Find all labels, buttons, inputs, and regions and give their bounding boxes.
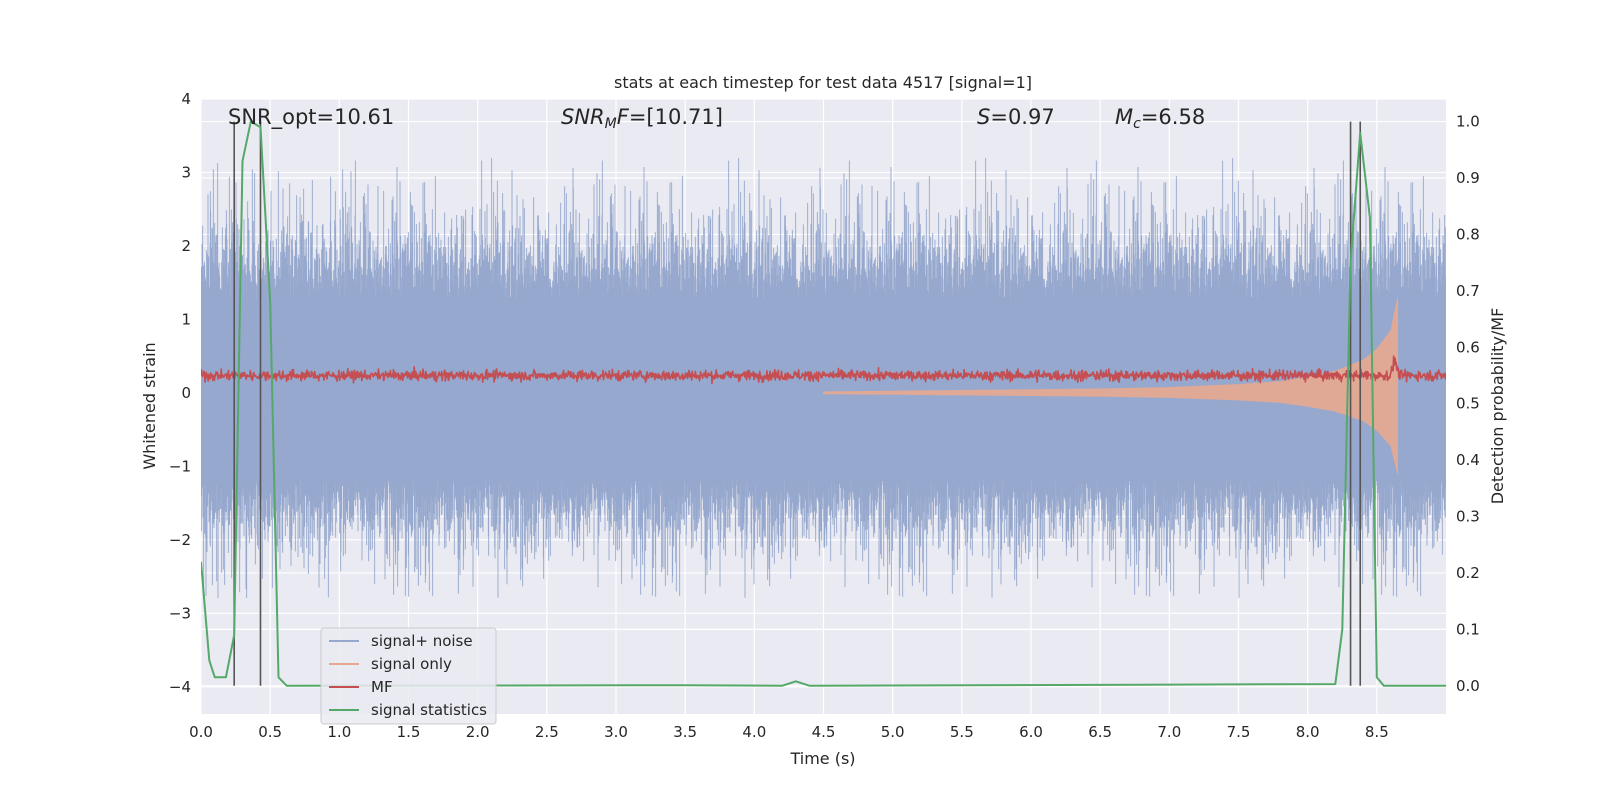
- y-tick-label: −1: [169, 457, 191, 475]
- y-right-tick-label: 0.5: [1456, 395, 1480, 413]
- y-tick-label: 2: [181, 237, 191, 255]
- y-right-tick-label: 0.7: [1456, 282, 1480, 300]
- snr-mf-annotation: SNRMF=[10.71]: [561, 105, 723, 132]
- legend-label-mf: MF: [371, 678, 393, 696]
- x-tick-label: 6.0: [1019, 723, 1043, 741]
- y-axis-right-title: Detection probability/MF: [1488, 308, 1507, 505]
- x-tick-label: 7.0: [1157, 723, 1181, 741]
- signal-only-series: [823, 297, 1399, 475]
- y-axis-title: Whitened strain: [140, 342, 159, 469]
- legend-label-noise: signal+ noise: [371, 632, 473, 650]
- x-tick-label: 8.0: [1296, 723, 1320, 741]
- snr-opt-annotation: SNR_opt=10.61: [228, 105, 394, 130]
- x-tick-label: 5.0: [881, 723, 905, 741]
- x-tick-label: 0.5: [258, 723, 282, 741]
- legend: signal+ noise signal only MF signal stat…: [320, 627, 497, 725]
- x-tick-label: 1.0: [327, 723, 351, 741]
- y-right-tick-label: 0.3: [1456, 508, 1480, 526]
- x-axis-title: Time (s): [789, 749, 855, 768]
- y-right-tick-label: 0.6: [1456, 338, 1480, 356]
- y-right-tick-label: 1.0: [1456, 113, 1480, 131]
- chart-title: stats at each timestep for test data 451…: [614, 73, 1032, 92]
- x-tick-label: 1.5: [397, 723, 421, 741]
- x-tick-label: 4.5: [812, 723, 836, 741]
- y-tick-label: 4: [181, 90, 191, 108]
- y-right-tick-label: 0.0: [1456, 677, 1480, 695]
- y-right-tick-label: 0.1: [1456, 620, 1480, 638]
- s-annotation: S=0.97: [977, 105, 1055, 129]
- x-tick-label: 0.0: [189, 723, 213, 741]
- y-right-tick-label: 0.8: [1456, 225, 1480, 243]
- tick-labels: 0.0 0.5 1.0 1.5 2.0 2.5 3.0 3.5 4.0 4.5 5.0 5.5 6.0 6…: [169, 90, 1480, 741]
- x-tick-label: 5.5: [950, 723, 974, 741]
- x-tick-label: 3.5: [673, 723, 697, 741]
- x-tick-label: 3.0: [604, 723, 628, 741]
- y-right-tick-label: 0.9: [1456, 169, 1480, 187]
- mf-trace: [201, 355, 1446, 385]
- x-tick-label: 4.0: [742, 723, 766, 741]
- mc-annotation: Mc=6.58: [1115, 105, 1205, 132]
- x-tick-label: 6.5: [1088, 723, 1112, 741]
- y-tick-label: 0: [181, 384, 191, 402]
- x-tick-label: 2.0: [466, 723, 490, 741]
- y-right-tick-label: 0.2: [1456, 564, 1480, 582]
- x-tick-label: 2.5: [535, 723, 559, 741]
- signal-only-trace: [823, 297, 1399, 475]
- y-tick-label: 3: [181, 163, 191, 181]
- x-tick-label: 8.5: [1365, 723, 1389, 741]
- mf-series: [201, 355, 1446, 385]
- y-tick-label: −4: [169, 678, 191, 696]
- legend-box: [320, 627, 497, 725]
- y-tick-label: 1: [181, 310, 191, 328]
- legend-label-statistics: signal statistics: [371, 701, 487, 719]
- y-right-tick-label: 0.4: [1456, 451, 1480, 469]
- y-tick-label: −2: [169, 531, 191, 549]
- y-tick-label: −3: [169, 604, 191, 622]
- x-tick-label: 7.5: [1227, 723, 1251, 741]
- legend-label-signal: signal only: [371, 655, 452, 673]
